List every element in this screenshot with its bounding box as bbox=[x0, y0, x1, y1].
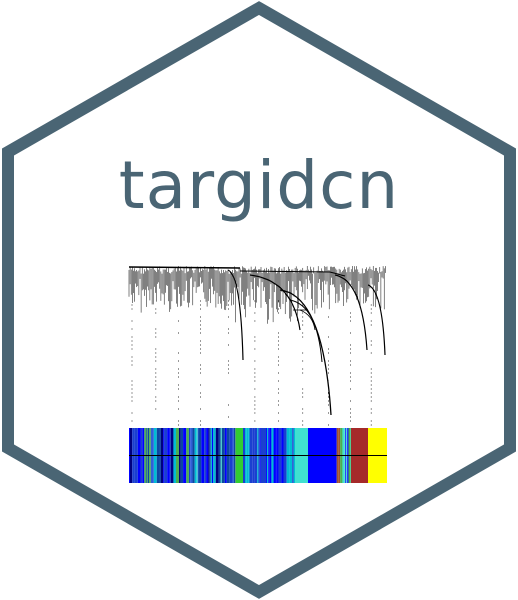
dendrogram-branch bbox=[227, 269, 244, 361]
dendrogram-branch bbox=[367, 284, 386, 356]
dendrogram-branch bbox=[334, 274, 368, 351]
dendrogram-icon bbox=[128, 266, 386, 426]
dendrogram-branch bbox=[299, 309, 316, 331]
color-bar-divider bbox=[129, 455, 387, 456]
package-name: targidcn bbox=[118, 147, 400, 224]
dendrogram-branch bbox=[289, 299, 323, 363]
module-color-bar bbox=[129, 428, 387, 483]
dendrogram-branch bbox=[128, 266, 241, 269]
dendrogram-branch bbox=[239, 270, 331, 273]
